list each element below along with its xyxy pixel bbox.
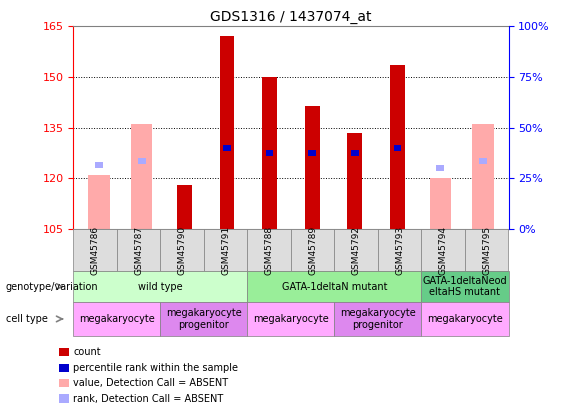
Bar [223,145,231,151]
Text: GSM45788: GSM45788 [265,226,273,275]
Bar [220,36,234,229]
Text: GSM45794: GSM45794 [439,226,447,275]
Bar [351,150,359,156]
Bar [479,158,487,164]
Bar [88,175,110,229]
Text: count: count [73,347,101,357]
Text: GSM45786: GSM45786 [91,226,99,275]
Text: GATA-1deltaN mutant: GATA-1deltaN mutant [282,281,387,292]
Text: megakaryocyte: megakaryocyte [427,314,503,324]
Text: cell type: cell type [6,314,47,324]
Title: GDS1316 / 1437074_at: GDS1316 / 1437074_at [210,10,372,24]
Text: GSM45789: GSM45789 [308,226,317,275]
Text: percentile rank within the sample: percentile rank within the sample [73,363,238,373]
Text: megakaryocyte: megakaryocyte [79,314,155,324]
Bar [394,145,402,151]
Text: GSM45790: GSM45790 [178,226,186,275]
Text: genotype/variation: genotype/variation [6,281,98,292]
Bar [436,165,444,171]
Bar [177,185,192,229]
Text: megakaryocyte
progenitor: megakaryocyte progenitor [166,308,242,330]
Text: megakaryocyte
progenitor: megakaryocyte progenitor [340,308,416,330]
Bar [390,65,405,229]
Bar [305,106,320,229]
Text: GSM45792: GSM45792 [352,226,360,275]
Bar [429,178,451,229]
Text: GSM45795: GSM45795 [483,226,491,275]
Text: value, Detection Call = ABSENT: value, Detection Call = ABSENT [73,378,229,388]
Bar [95,162,103,168]
Text: megakaryocyte: megakaryocyte [253,314,329,324]
Text: GSM45787: GSM45787 [134,226,143,275]
Text: GATA-1deltaNeod
eltaHS mutant: GATA-1deltaNeod eltaHS mutant [423,276,507,297]
Bar [266,150,273,156]
Text: rank, Detection Call = ABSENT: rank, Detection Call = ABSENT [73,394,224,403]
Bar [347,133,362,229]
Bar [131,124,153,229]
Text: wild type: wild type [138,281,182,292]
Bar [262,77,277,229]
Text: GSM45793: GSM45793 [396,226,404,275]
Bar [308,150,316,156]
Text: GSM45791: GSM45791 [221,226,230,275]
Bar [472,124,494,229]
Bar [138,158,146,164]
